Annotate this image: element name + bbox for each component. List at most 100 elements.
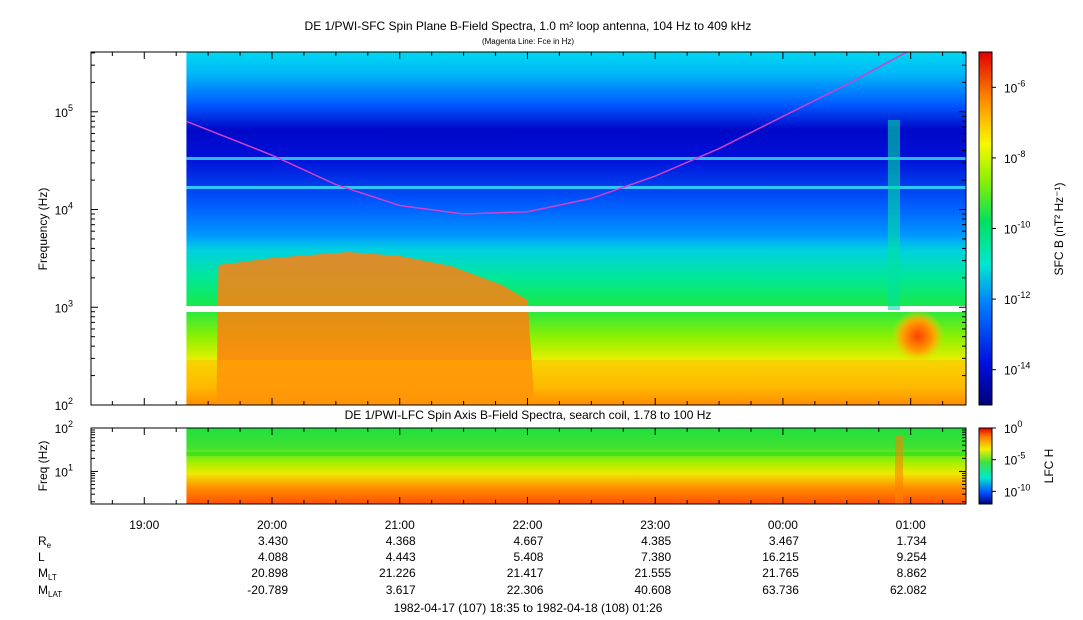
colorbar-tick-label: 10-10 (1004, 220, 1030, 237)
spectrogram-2-panel: 10 2 101 Freq (Hz) (36, 419, 967, 505)
ephemeris-value: 4.667 (513, 534, 543, 548)
ephemeris-value: 21.417 (507, 566, 544, 580)
colorbar-tick-exp: -10 (1017, 482, 1030, 492)
ephemeris-value: 22.306 (507, 583, 544, 597)
ephemeris-value: 8.862 (897, 566, 927, 580)
spectrogram-2-ylabel: Freq (Hz) (36, 441, 50, 492)
ephemeris-value: 21.765 (762, 566, 799, 580)
spectrogram-1-frame (90, 51, 967, 406)
spectrogram-1-xticks (111, 52, 944, 405)
ephemeris-value: 9.254 (897, 550, 927, 564)
x-tick-label: 20:00 (257, 518, 287, 532)
ephemeris-label-main: R (38, 534, 47, 548)
spectrogram-1-subtitle: (Magenta Line: Fce in Hz) (482, 37, 574, 46)
spectrogram-2-band (186, 452, 966, 456)
colorbar-tick-label: 10-14 (1004, 361, 1030, 378)
colorbar-1-label-text: SFC B (nT² Hz⁻¹) (1052, 183, 1066, 276)
colorbar-tick-base: 10 (1004, 81, 1018, 95)
burst-streak (888, 120, 900, 310)
colorbar-2-label: LFC H (1042, 449, 1056, 484)
colorbar-tick-base: 10 (1004, 223, 1018, 237)
spectrogram-2-title: DE 1/PWI-LFC Spin Axis B-Field Spectra, … (345, 408, 712, 422)
ephemeris-value: 4.443 (386, 550, 416, 564)
y-tick-label-exp: 5 (68, 103, 73, 113)
y-tick-label-base: 10 (55, 465, 69, 479)
x-tick-label: 22:00 (512, 518, 542, 532)
colorbar-tick-exp: -14 (1017, 361, 1030, 371)
colorbar-tick-label: 10-6 (1004, 78, 1025, 95)
time-range: 1982-04-17 (107) 18:35 to 1982-04-18 (10… (394, 601, 663, 615)
data-gap-band (186, 306, 966, 312)
y-tick-label: 102 (55, 396, 73, 413)
colorbar-tick-base: 10 (1004, 485, 1018, 499)
y-tick-label-base: 10 (55, 399, 69, 413)
ephemeris-value: 40.608 (635, 583, 672, 597)
spectrogram-2-intensity (186, 428, 966, 504)
interference-line-a (186, 157, 966, 160)
ephemeris-value: 20.898 (251, 566, 288, 580)
colorbar-tick-base: 10 (1004, 152, 1018, 166)
ephemeris-value: 3.617 (386, 583, 416, 597)
y-tick-label: 101 (55, 462, 73, 479)
ephemeris-value: 21.226 (379, 566, 416, 580)
colorbar-tick-exp: -10 (1017, 220, 1030, 230)
spectrogram-2-yaxis: 10 2 101 (55, 419, 966, 503)
spectrogram-2-spike (895, 436, 903, 504)
x-tick-label: 01:00 (896, 518, 926, 532)
colorbar-1-label: SFC B (nT² Hz⁻¹) (1052, 183, 1066, 276)
y-tick-label: 105 (55, 103, 73, 120)
ephemeris-label-main: L (38, 550, 45, 564)
ephemeris-label: MLT (38, 566, 57, 582)
x-tick-label: 23:00 (640, 518, 670, 532)
ephemeris-label: L (38, 550, 45, 564)
colorbar-tick-exp: -5 (1017, 451, 1025, 461)
lowband-yellow (186, 360, 966, 405)
ephemeris-label-main: M (38, 566, 48, 580)
y-tick-label-exp: 4 (68, 201, 73, 211)
y-tick-label: 104 (55, 201, 73, 218)
ephemeris-value: 3.467 (769, 534, 799, 548)
colorbar-tick-base: 10 (1004, 293, 1018, 307)
ephemeris-value: 16.215 (762, 550, 799, 564)
ephemeris-value: 7.380 (641, 550, 671, 564)
colorbar-tick-base: 10 (1004, 422, 1018, 436)
y-tick-label-exp: 1 (68, 462, 73, 472)
ephemeris-value: 4.088 (258, 550, 288, 564)
colorbar-tick-exp: -6 (1017, 78, 1025, 88)
ephemeris-label: MLAT (38, 583, 62, 599)
time-axis-labels: 19:00 20:00 21:00 22:00 23:00 00:00 01:00 (129, 518, 926, 532)
colorbar-tick-exp: 0 (1017, 419, 1022, 429)
y-tick-label-exp: 3 (68, 298, 73, 308)
x-tick-label: 00:00 (768, 518, 798, 532)
colorbar-tick-label: 10-12 (1004, 290, 1030, 307)
ephemeris-label-sub: LAT (48, 590, 62, 599)
ephemeris-value: -20.789 (247, 583, 288, 597)
colorbar-tick-exp: -8 (1017, 149, 1025, 159)
y-tick-label: 103 (55, 298, 73, 315)
colorbar-tick-base: 10 (1004, 454, 1018, 468)
spectrogram-1-ylabel: Frequency (Hz) (36, 188, 50, 271)
burst-emission (892, 310, 944, 362)
hiss-emission (216, 252, 534, 405)
colorbar-1-gradient (978, 51, 993, 406)
fce-magenta-line (186, 52, 909, 215)
ephemeris-label-sub: LT (48, 573, 57, 582)
spectrogram-1-data (186, 52, 966, 405)
spectrogram-2-frame (90, 427, 967, 505)
colorbar-tick-label: 10-8 (1004, 149, 1025, 166)
colorbar-tick-label: 10-10 (1004, 482, 1030, 499)
ephemeris-value: 1.734 (897, 534, 927, 548)
ephemeris-value: 63.736 (762, 583, 799, 597)
y-tick-label-exp: 2 (68, 419, 73, 429)
spectrogram-2-data (186, 428, 966, 504)
ephemeris-label-sub: e (47, 541, 52, 550)
colorbar-tick-label: 100 (1004, 419, 1022, 436)
ephemeris-table: Re 3.430 4.368 4.667 4.385 3.467 1.734 L 4.088 4.… (38, 534, 927, 599)
